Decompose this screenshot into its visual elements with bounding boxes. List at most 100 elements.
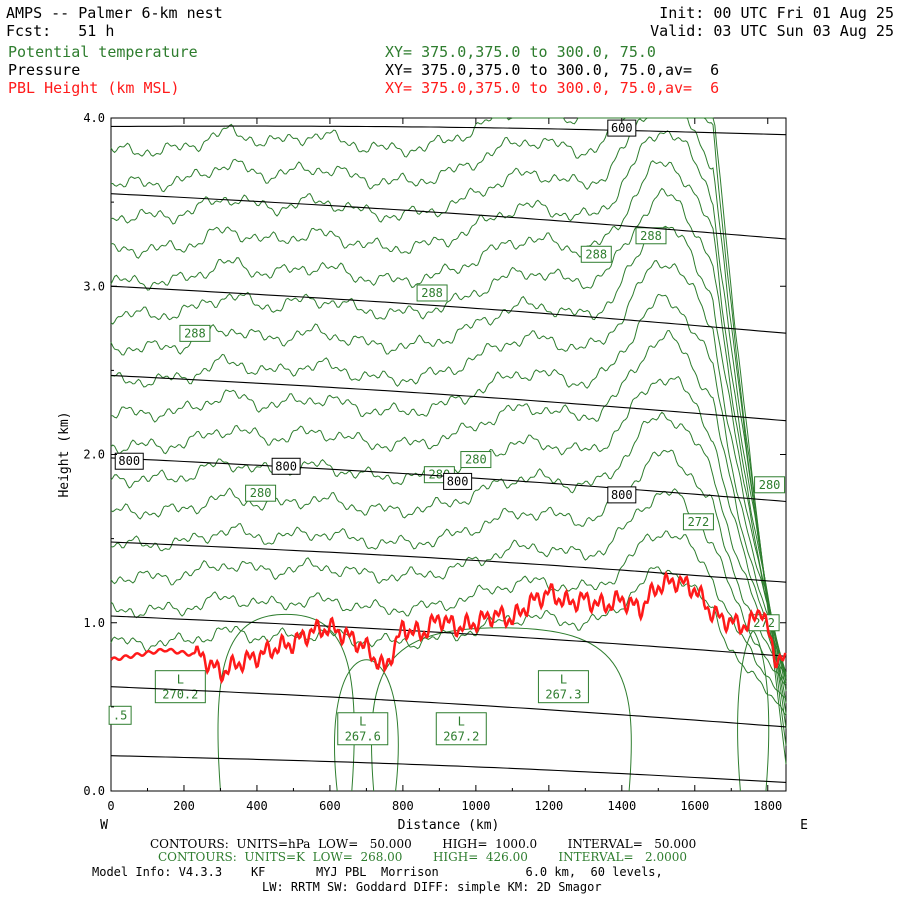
x-axis-label: Distance (km)	[398, 818, 500, 833]
west-label: W	[100, 818, 108, 833]
x-tick-label: 400	[246, 799, 268, 813]
low-marker: L	[560, 673, 567, 687]
low-value: 267.3	[545, 688, 581, 702]
low-marker: L	[177, 673, 184, 687]
low-value: 270.2	[162, 688, 198, 702]
theta-contour-line	[110, 117, 787, 746]
pressure-contour-550	[111, 125, 787, 136]
theta-closed-contour	[334, 659, 399, 792]
x-tick-label: 1600	[680, 799, 709, 813]
theta-contour-line	[110, 160, 787, 704]
y-axis-label: Height (km)	[57, 411, 72, 497]
pressure-contour-900	[110, 686, 787, 728]
pressure-label-box	[271, 457, 301, 475]
theta-contour-line	[110, 488, 787, 687]
low-label-box	[337, 712, 389, 746]
theta-label-box	[754, 476, 786, 494]
pressure-contour-800	[110, 541, 787, 583]
pressure-label: 800	[611, 488, 633, 502]
x-tick-label: 600	[319, 799, 341, 813]
x-tick-label: 200	[173, 799, 195, 813]
y-tick-label: 2.0	[83, 448, 105, 462]
theta-label: 280	[465, 453, 487, 467]
pressure-label-box	[607, 486, 637, 504]
pressure-contour-950	[110, 755, 787, 783]
pressure-label: 800	[275, 459, 297, 473]
low-label-box	[435, 712, 487, 746]
pressure-label: 800	[447, 474, 469, 488]
theta-contour-line	[110, 566, 787, 716]
theta-label: 280	[759, 478, 781, 492]
theta-contour-line	[110, 260, 787, 679]
x-tick-label: 1800	[753, 799, 782, 813]
pressure-label: 600	[611, 121, 633, 135]
theta-closed-contour	[737, 630, 770, 792]
theta-label-box	[682, 513, 714, 531]
theta-label-box	[245, 484, 277, 502]
theta-closed-contour	[371, 627, 632, 792]
low-value: 267.6	[345, 730, 381, 744]
east-label: E	[800, 818, 808, 833]
y-tick-label: 0.0	[83, 784, 105, 798]
x-tick-label: 1200	[534, 799, 563, 813]
x-tick-label: 1400	[607, 799, 636, 813]
y-tick-label: 3.0	[83, 279, 105, 293]
x-tick-label: 1000	[461, 799, 490, 813]
footer-physics: LW: RRTM SW: Goddard DIFF: simple KM: 2D…	[262, 880, 602, 894]
legend-pressure-label: Pressure	[8, 61, 81, 79]
theta-label-box	[416, 284, 448, 302]
theta-label-box	[580, 245, 612, 263]
theta-contour-line	[110, 117, 787, 765]
theta-label: 288	[585, 247, 607, 261]
forecast-hour: Fcst: 51 h	[6, 22, 115, 40]
pressure-contour-600	[110, 193, 787, 240]
theta-label: 280	[250, 486, 272, 500]
plot-frame	[110, 117, 787, 792]
theta-closed-contour	[217, 613, 355, 792]
legend-pbl-label: PBL Height (km MSL)	[8, 79, 180, 97]
theta-label-box	[179, 324, 211, 342]
y-tick-label: 1.0	[83, 616, 105, 630]
theta-contour-line	[110, 117, 787, 729]
legend-theta-label: Potential temperature	[8, 43, 198, 61]
pbl-height-series	[110, 570, 787, 685]
footer-pressure-contours: CONTOURS: UNITS=hPa LOW= 50.000 HIGH= 10…	[150, 837, 697, 851]
pressure-contour-850	[110, 615, 787, 657]
theta-contour-line	[110, 225, 787, 683]
low-marker: L	[458, 715, 465, 729]
legend-theta-xy: XY= 375.0,375.0 to 300.0, 75.0	[385, 43, 656, 61]
theta-label: 288	[184, 326, 206, 340]
init-time: Init: 00 UTC Fri 01 Aug 25	[659, 4, 894, 22]
x-tick-label: 800	[392, 799, 414, 813]
theta-label-box	[460, 451, 492, 469]
pbl-height-line	[110, 570, 787, 685]
low-label-box	[537, 670, 589, 704]
low-marker: L	[359, 715, 366, 729]
x-tick-label: 0	[107, 799, 114, 813]
pressure-label-box	[443, 472, 473, 490]
legend-pressure-xy: XY= 375.0,375.0 to 300.0, 75.0,av= 6	[385, 61, 720, 79]
low-value: .5	[113, 708, 127, 722]
low-value: 267.2	[443, 730, 479, 744]
pressure-contour-650	[110, 285, 787, 334]
y-tick-label: 4.0	[83, 111, 105, 125]
theta-contour-line	[110, 187, 787, 692]
theta-label: 272	[688, 515, 710, 529]
theta-contour-line	[110, 130, 787, 715]
theta-contour-line	[110, 449, 787, 684]
theta-contour-line	[110, 329, 787, 674]
footer-model-info: Model Info: V4.3.3 KF MYJ PBL Morrison 6…	[92, 865, 663, 879]
pressure-label-box	[114, 452, 144, 470]
low-label-box	[154, 670, 206, 704]
theta-contour-line	[110, 530, 787, 698]
theta-label: 272	[753, 616, 775, 630]
pressure-contour-700	[110, 374, 787, 422]
footer-theta-contours: CONTOURS: UNITS=K LOW= 268.00 HIGH= 426.…	[158, 850, 687, 864]
theta-contour-line	[111, 293, 787, 676]
legend-pbl-xy: XY= 375.0,375.0 to 300.0, 75.0,av= 6	[385, 79, 720, 97]
pressure-label: 800	[118, 454, 140, 468]
chart-title: AMPS -- Palmer 6-km nest	[6, 4, 223, 22]
